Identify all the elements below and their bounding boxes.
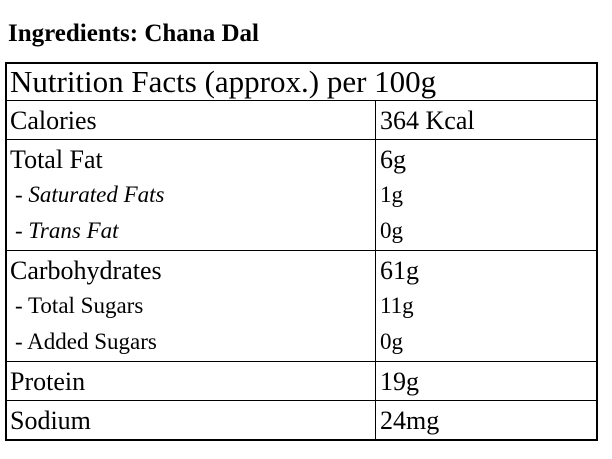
- nutrient-label: - Saturated Fats: [15, 182, 165, 207]
- row-group: Sodium 24mg: [7, 400, 596, 439]
- nutrient-label: Protein: [10, 367, 86, 396]
- table-header: Nutrition Facts (approx.) per 100g: [10, 64, 437, 99]
- row-group: Protein 19g: [7, 361, 596, 400]
- nutrient-value: 19g: [375, 362, 596, 400]
- main-row: Protein 19g: [7, 362, 596, 400]
- main-row: Calories 364 Kcal: [7, 101, 596, 139]
- row-group: Carbohydrates 61g - Total Sugars 11g - Added…: [7, 250, 596, 361]
- sub-row: - Saturated Fats 1g: [7, 178, 596, 214]
- sub-row: - Added Sugars 0g: [7, 325, 596, 361]
- sub-row: - Total Sugars 11g: [7, 289, 596, 325]
- nutrient-label: Calories: [10, 106, 97, 135]
- main-row: Carbohydrates 61g: [7, 251, 596, 289]
- nutrition-table: Nutrition Facts (approx.) per 100g Calor…: [5, 62, 598, 441]
- nutrient-label: - Trans Fat: [15, 218, 119, 243]
- nutrient-label: Carbohydrates: [10, 256, 162, 285]
- nutrient-label: - Total Sugars: [15, 293, 144, 318]
- nutrient-value: 61g: [375, 251, 596, 289]
- nutrient-value: 24mg: [375, 401, 596, 439]
- main-row: Sodium 24mg: [7, 401, 596, 439]
- nutrient-label: Sodium: [10, 406, 91, 435]
- row-group: Calories 364 Kcal: [7, 100, 596, 139]
- nutrient-value: 1g: [375, 178, 596, 214]
- nutrient-value: 11g: [375, 289, 596, 325]
- row-group: Total Fat 6g - Saturated Fats 1g - Trans Fat…: [7, 139, 596, 250]
- nutrient-value: 0g: [375, 214, 596, 250]
- nutrient-value: 364 Kcal: [375, 101, 596, 139]
- title: Ingredients: Chana Dal: [8, 20, 259, 47]
- sub-row: - Trans Fat 0g: [7, 214, 596, 250]
- main-row: Total Fat 6g: [7, 140, 596, 178]
- nutrient-label: - Added Sugars: [15, 329, 157, 354]
- nutrient-value: 6g: [375, 140, 596, 178]
- nutrient-label: Total Fat: [10, 145, 103, 174]
- nutrient-value: 0g: [375, 325, 596, 361]
